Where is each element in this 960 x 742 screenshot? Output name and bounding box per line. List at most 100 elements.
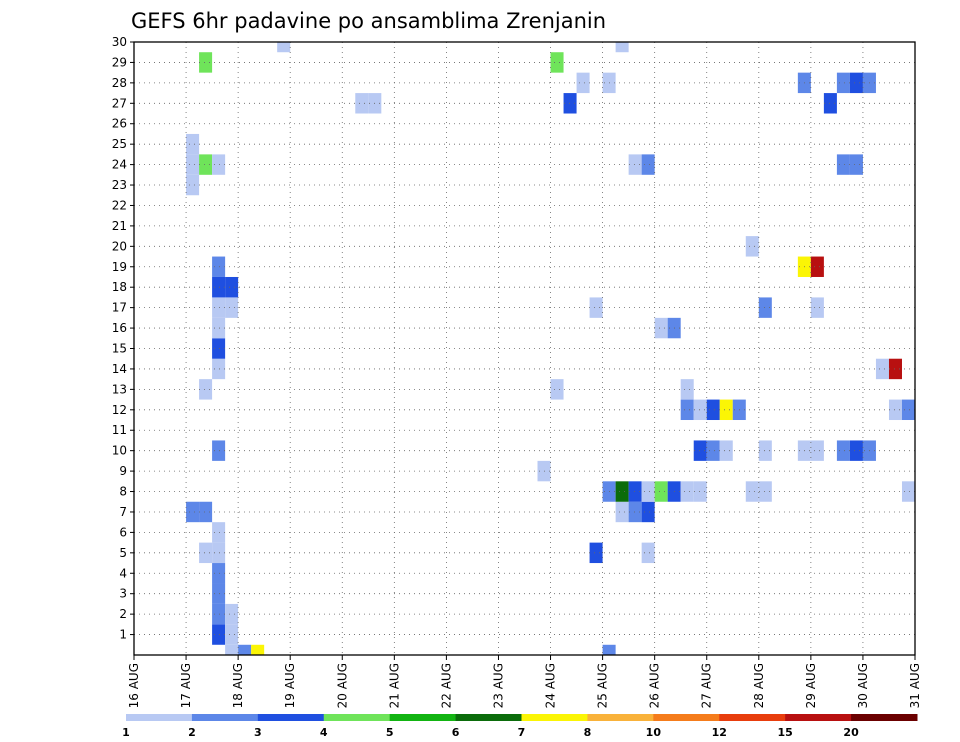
legend-swatch — [851, 714, 918, 721]
heatmap-cell — [810, 297, 824, 318]
y-tick-label: 11 — [112, 423, 127, 437]
legend-swatch — [785, 714, 852, 721]
heatmap-cell — [758, 440, 772, 461]
grid-lines — [134, 42, 915, 655]
legend-label: 2 — [188, 726, 196, 739]
heatmap-cell — [212, 358, 226, 380]
heatmap-cell — [212, 276, 226, 298]
heatmap-cell — [810, 256, 824, 277]
y-tick-label: 25 — [112, 137, 127, 151]
heatmap-cell — [199, 154, 213, 175]
heatmap-cell — [589, 542, 603, 564]
heatmap-cell — [199, 501, 213, 523]
heatmap-cell — [901, 399, 915, 421]
y-tick-label: 12 — [112, 403, 127, 417]
heatmap-cell — [654, 317, 668, 339]
heatmap-cell — [849, 72, 863, 94]
heatmap-cell — [680, 379, 694, 400]
y-tick-label: 28 — [112, 76, 127, 90]
legend-swatch — [719, 714, 786, 721]
x-tick-label: 28 AUG — [752, 663, 766, 708]
y-tick-label: 22 — [112, 198, 127, 212]
heatmap-cell — [251, 644, 265, 655]
x-tick-label: 25 AUG — [596, 663, 610, 708]
heatmap-cell — [641, 481, 655, 502]
legend-label: 3 — [254, 726, 262, 739]
heatmap-cell — [693, 481, 707, 502]
legend-label: 8 — [584, 726, 592, 739]
heatmap-cell — [602, 644, 616, 655]
heatmap-cell — [225, 297, 239, 318]
heatmap-cell — [199, 52, 213, 73]
legend-label: 15 — [778, 726, 793, 739]
heatmap-cell — [212, 297, 226, 318]
y-tick-label: 19 — [112, 260, 127, 274]
heatmap-cell — [745, 236, 759, 257]
heatmap-cell — [875, 358, 889, 380]
y-tick-label: 29 — [112, 55, 127, 69]
heatmap-cell — [186, 501, 200, 523]
heatmap-cell — [589, 297, 603, 318]
y-tick-label: 20 — [112, 239, 127, 253]
heatmap-cell — [615, 481, 629, 502]
heatmap-cell — [849, 440, 863, 461]
heatmap-cell — [550, 52, 564, 73]
x-tick-label: 24 AUG — [544, 663, 558, 708]
heatmap-cell — [212, 256, 226, 277]
heatmap-cell — [615, 501, 629, 523]
y-tick-label: 5 — [119, 546, 127, 560]
legend-label: 6 — [452, 726, 460, 739]
y-tick-label: 15 — [112, 342, 127, 356]
y-tick-label: 9 — [119, 464, 127, 478]
legend-swatch — [521, 714, 588, 721]
y-tick-label: 14 — [112, 362, 127, 376]
heatmap-cell — [355, 93, 369, 114]
heatmap-cell — [225, 603, 239, 625]
x-tick-label: 23 AUG — [491, 663, 505, 708]
heatmap-cell — [550, 379, 564, 400]
legend-swatch — [126, 714, 193, 721]
heatmap-cell — [212, 522, 226, 543]
heatmap-cell — [758, 481, 772, 502]
heatmap-cell — [277, 42, 291, 53]
x-tick-label: 16 AUG — [127, 663, 141, 708]
x-tick-label: 31 AUG — [908, 663, 922, 708]
y-tick-label: 27 — [112, 96, 127, 110]
y-tick-label: 23 — [112, 178, 127, 192]
x-tick-label: 19 AUG — [283, 663, 297, 708]
heatmap-cell — [706, 399, 720, 421]
heatmap-cell — [212, 440, 226, 461]
heatmap-cell — [719, 440, 733, 461]
heatmap-cell — [745, 481, 759, 502]
heatmap-cell — [199, 542, 213, 564]
heatmap-cell — [212, 603, 226, 625]
heatmap-cell — [693, 399, 707, 421]
y-tick-label: 21 — [112, 219, 127, 233]
legend-swatch — [653, 714, 720, 721]
heatmap-cell — [836, 72, 850, 94]
x-tick-label: 22 AUG — [439, 663, 453, 708]
heatmap-cell — [212, 624, 226, 645]
heatmap-cell — [693, 440, 707, 461]
x-tick-label: 30 AUG — [856, 663, 870, 708]
y-tick-label: 2 — [119, 607, 127, 621]
heatmap-cell — [212, 154, 226, 175]
heatmap-cell — [680, 481, 694, 502]
legend-label: 7 — [518, 726, 526, 739]
legend-swatch — [389, 714, 457, 721]
heatmap-cell — [654, 481, 668, 502]
heatmap-cell — [758, 297, 772, 318]
chart-title: GEFS 6hr padavine po ansamblima Zrenjani… — [131, 9, 606, 33]
y-tick-label: 1 — [119, 628, 127, 642]
heatmap-cell — [225, 644, 239, 655]
heatmap-cell — [836, 440, 850, 461]
x-tick-label: 27 AUG — [700, 663, 714, 708]
heatmap-cell — [888, 358, 902, 380]
heatmap-cell — [576, 72, 590, 94]
heatmap-cell — [212, 317, 226, 339]
heatmap-cell — [186, 174, 200, 196]
y-tick-label: 26 — [112, 117, 127, 131]
legend-label: 1 — [122, 726, 130, 739]
heatmap-cell — [836, 154, 850, 175]
x-tick-label: 18 AUG — [231, 663, 245, 708]
